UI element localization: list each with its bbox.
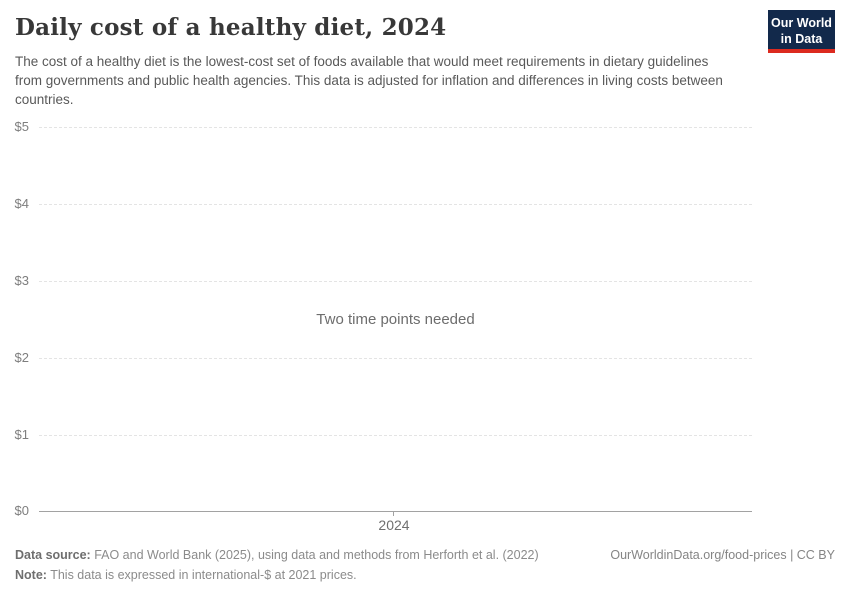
y-tick-label: $1: [14, 427, 29, 442]
footer-data-source: Data source: FAO and World Bank (2025), …: [15, 548, 539, 562]
x-tick-label: 2024: [378, 517, 410, 533]
owid-logo-line1: Our World: [771, 16, 832, 30]
footer-data-source-label: Data source:: [15, 548, 91, 562]
gridline-1: [39, 435, 752, 436]
x-axis-line: [39, 511, 752, 512]
y-tick-label: $2: [14, 350, 29, 365]
footer-credit-link[interactable]: OurWorldinData.org/food-prices | CC BY: [610, 548, 835, 562]
footer-note: Note: This data is expressed in internat…: [15, 568, 357, 582]
gridline-3: [39, 281, 752, 282]
owid-logo[interactable]: Our World in Data: [768, 10, 835, 53]
chart-subtitle: The cost of a healthy diet is the lowest…: [15, 54, 723, 107]
page-title: Daily cost of a healthy diet, 2024: [15, 14, 447, 41]
owid-logo-line2: in Data: [780, 32, 823, 46]
y-tick-label: $4: [14, 196, 29, 211]
y-tick-label: $3: [14, 273, 29, 288]
gridline-4: [39, 204, 752, 205]
y-tick-label: $0: [14, 503, 29, 518]
gridline-5: [39, 127, 752, 128]
gridline-2: [39, 358, 752, 359]
x-tick-mark: [393, 512, 394, 516]
footer-data-source-text: FAO and World Bank (2025), using data an…: [90, 548, 539, 562]
footer-note-label: Note:: [15, 568, 47, 582]
y-tick-label: $5: [14, 119, 29, 134]
footer-note-text: This data is expressed in international-…: [46, 568, 357, 582]
empty-state-message: Two time points needed: [316, 311, 475, 328]
